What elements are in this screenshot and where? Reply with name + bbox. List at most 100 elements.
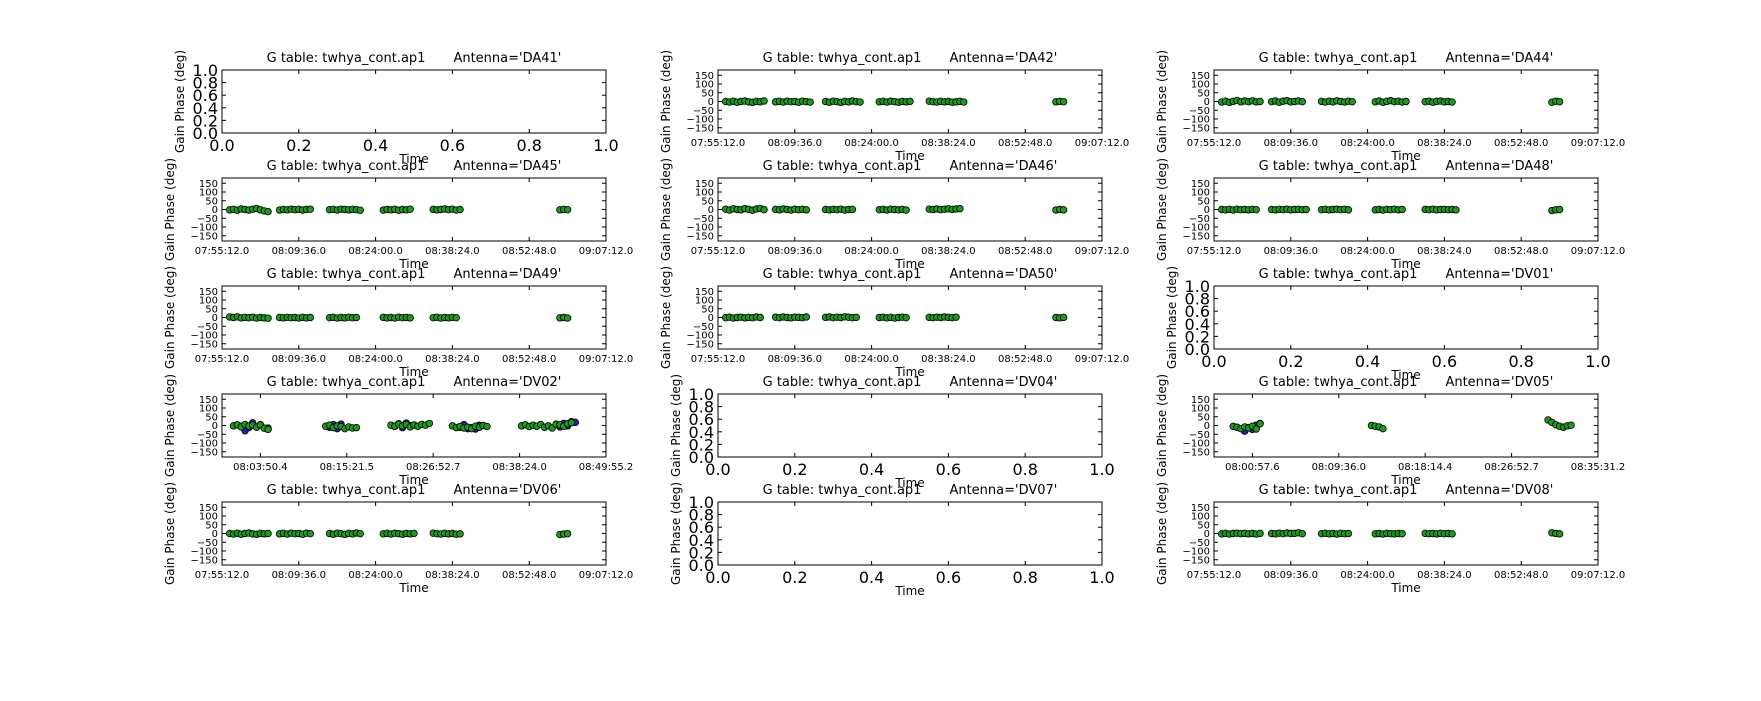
data-point — [960, 98, 968, 106]
y-tick-label: 0 — [1204, 205, 1210, 216]
panel-title: G table: twhya_cont.ap1 Antenna='DA45' — [267, 159, 562, 174]
x-axis-label: Time — [398, 473, 428, 487]
data-point — [1398, 529, 1406, 538]
panel-title: G table: twhya_cont.ap1 Antenna='DV02' — [267, 375, 562, 390]
y-tick-label: −100 — [191, 223, 218, 234]
y-tick-label: −100 — [191, 331, 218, 342]
x-tick-label: 08:52:48.0 — [1494, 570, 1548, 581]
x-tick-label: 07:55:12.0 — [691, 138, 745, 149]
data-point — [760, 205, 768, 214]
x-tick-label: 09:07:12.0 — [1075, 138, 1129, 149]
y-tick-label: 0.6 — [689, 518, 714, 537]
panel-title: G table: twhya_cont.ap1 Antenna='DA49' — [267, 267, 562, 282]
data-point — [1555, 205, 1564, 214]
x-tick-label: 07:55:12.0 — [1187, 246, 1241, 257]
x-tick-label: 1.0 — [1089, 460, 1114, 479]
data-point — [425, 419, 434, 428]
y-tick-label: 0.0 — [689, 556, 714, 575]
y-tick-label: −150 — [191, 231, 218, 242]
panel-title: G table: twhya_cont.ap1 Antenna='DV06' — [267, 483, 562, 498]
data-point — [1298, 97, 1307, 106]
y-tick-label: 0.6 — [689, 410, 714, 429]
y-tick-label: 150 — [199, 287, 218, 298]
y-tick-label: 0.0 — [1185, 340, 1210, 359]
x-tick-label: 07:55:12.0 — [1187, 570, 1241, 581]
x-tick-label: 08:24:00.0 — [844, 246, 898, 257]
y-tick-label: −150 — [1183, 123, 1210, 134]
y-tick-label: 50 — [701, 196, 714, 207]
x-tick-label: 08:26:52.7 — [1484, 462, 1538, 473]
y-tick-label: 50 — [205, 520, 218, 531]
y-tick-label: 0.6 — [193, 86, 218, 105]
x-tick-label: 08:09:36.0 — [272, 570, 326, 581]
x-tick-label: 08:24:00.0 — [348, 354, 402, 365]
y-axis-label: Gain Phase (deg) — [163, 374, 177, 477]
data-point — [1252, 425, 1260, 433]
x-tick-label: 0.6 — [936, 568, 961, 587]
x-tick-label: 08:24:00.0 — [348, 246, 402, 257]
y-tick-label: 100 — [199, 512, 218, 523]
panel-title: G table: twhya_cont.ap1 Antenna='DA46' — [763, 159, 1058, 174]
y-tick-label: 150 — [199, 503, 218, 514]
y-tick-label: 100 — [1191, 188, 1210, 199]
y-tick-label: 0 — [1204, 529, 1210, 540]
y-tick-label: 0.8 — [689, 398, 714, 417]
data-point — [352, 313, 361, 322]
y-tick-label: 0.2 — [689, 435, 714, 454]
data-point — [906, 97, 914, 106]
y-tick-label: 0.4 — [1185, 315, 1210, 334]
x-tick-label: 08:24:00.0 — [1340, 138, 1394, 149]
x-tick-label: 08:52:48.0 — [998, 354, 1052, 365]
x-tick-label: 0.8 — [1012, 460, 1037, 479]
y-axis-label: Gain Phase (deg) — [1155, 158, 1169, 261]
data-point — [1256, 529, 1264, 538]
panel-title: G table: twhya_cont.ap1 Antenna='DA44' — [1259, 51, 1554, 66]
y-tick-label: 0 — [1204, 97, 1210, 108]
x-tick-label: 08:52:48.0 — [998, 246, 1052, 257]
x-tick-label: 08:38:24.0 — [425, 354, 479, 365]
y-tick-label: 50 — [1197, 88, 1210, 99]
x-axis-label: Time — [398, 365, 428, 379]
x-tick-label: 0.0 — [209, 136, 234, 155]
panel-title: G table: twhya_cont.ap1 Antenna='DA50' — [763, 267, 1058, 282]
data-point — [902, 313, 910, 322]
y-tick-label: 100 — [695, 80, 714, 91]
x-tick-label: 08:15:21.5 — [320, 462, 374, 473]
y-tick-label: −100 — [1183, 439, 1210, 450]
data-point — [1448, 98, 1456, 106]
x-tick-label: 08:03:50.4 — [233, 462, 287, 473]
y-tick-label: −150 — [687, 339, 714, 350]
x-axis-label: Time — [398, 581, 428, 595]
y-tick-label: 0 — [708, 205, 714, 216]
y-tick-label: −100 — [1183, 115, 1210, 126]
y-tick-label: −150 — [687, 231, 714, 242]
y-tick-label: 100 — [199, 188, 218, 199]
x-tick-label: 09:07:12.0 — [579, 570, 633, 581]
x-tick-label: 09:07:12.0 — [1571, 138, 1625, 149]
data-point — [567, 419, 576, 427]
y-tick-label: −50 — [693, 322, 714, 333]
x-axis-label: Time — [398, 152, 428, 166]
x-tick-label: 08:09:36.0 — [768, 138, 822, 149]
data-point — [452, 313, 460, 322]
x-axis-label: Time — [1390, 473, 1420, 487]
y-tick-label: 0.6 — [1185, 302, 1210, 321]
x-tick-label: 07:55:12.0 — [195, 570, 249, 581]
y-tick-label: 100 — [199, 404, 218, 415]
y-tick-label: −100 — [191, 547, 218, 558]
x-tick-label: 08:24:00.0 — [1340, 246, 1394, 257]
x-tick-label: 08:00:57.6 — [1225, 462, 1279, 473]
panel-title: G table: twhya_cont.ap1 Antenna='DV05' — [1259, 375, 1554, 390]
x-tick-label: 0.8 — [1508, 352, 1533, 371]
y-tick-label: 0 — [212, 313, 218, 324]
data-point — [1567, 421, 1575, 429]
x-tick-label: 08:09:36.0 — [1264, 246, 1318, 257]
y-tick-label: −100 — [687, 115, 714, 126]
x-tick-label: 1.0 — [593, 136, 618, 155]
y-tick-label: 0 — [1204, 421, 1210, 432]
panel-title: G table: twhya_cont.ap1 Antenna='DV08' — [1259, 483, 1554, 498]
y-tick-label: 0.2 — [193, 111, 218, 130]
y-tick-label: 150 — [695, 287, 714, 298]
x-tick-label: 08:38:24.0 — [1417, 570, 1471, 581]
y-tick-label: −50 — [1189, 106, 1210, 117]
